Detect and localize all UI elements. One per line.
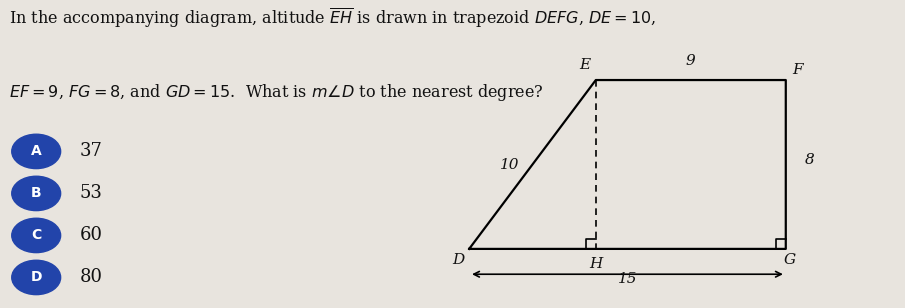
- Text: 60: 60: [80, 226, 102, 245]
- Text: 80: 80: [80, 269, 102, 286]
- Text: In the accompanying diagram, altitude $\overline{EH}$ is drawn in trapezoid $DEF: In the accompanying diagram, altitude $\…: [9, 6, 656, 30]
- Text: C: C: [31, 229, 42, 242]
- Text: 53: 53: [80, 184, 102, 202]
- Circle shape: [12, 134, 61, 168]
- Text: 8: 8: [805, 153, 814, 168]
- Text: G: G: [784, 253, 796, 267]
- Text: H: H: [589, 257, 603, 271]
- Text: 15: 15: [618, 272, 637, 286]
- Text: 9: 9: [686, 54, 696, 68]
- Text: F: F: [792, 63, 803, 77]
- Text: D: D: [452, 253, 465, 267]
- Circle shape: [12, 176, 61, 211]
- Text: E: E: [580, 59, 591, 72]
- Text: B: B: [31, 186, 42, 201]
- Text: A: A: [31, 144, 42, 158]
- Text: 10: 10: [500, 158, 519, 172]
- Text: $EF = 9$, $FG = 8$, and $GD = 15$.  What is $m\angle D$ to the nearest degree?: $EF = 9$, $FG = 8$, and $GD = 15$. What …: [9, 82, 544, 103]
- Circle shape: [12, 260, 61, 295]
- Circle shape: [12, 218, 61, 253]
- Text: D: D: [31, 270, 42, 285]
- Text: 37: 37: [80, 142, 102, 160]
